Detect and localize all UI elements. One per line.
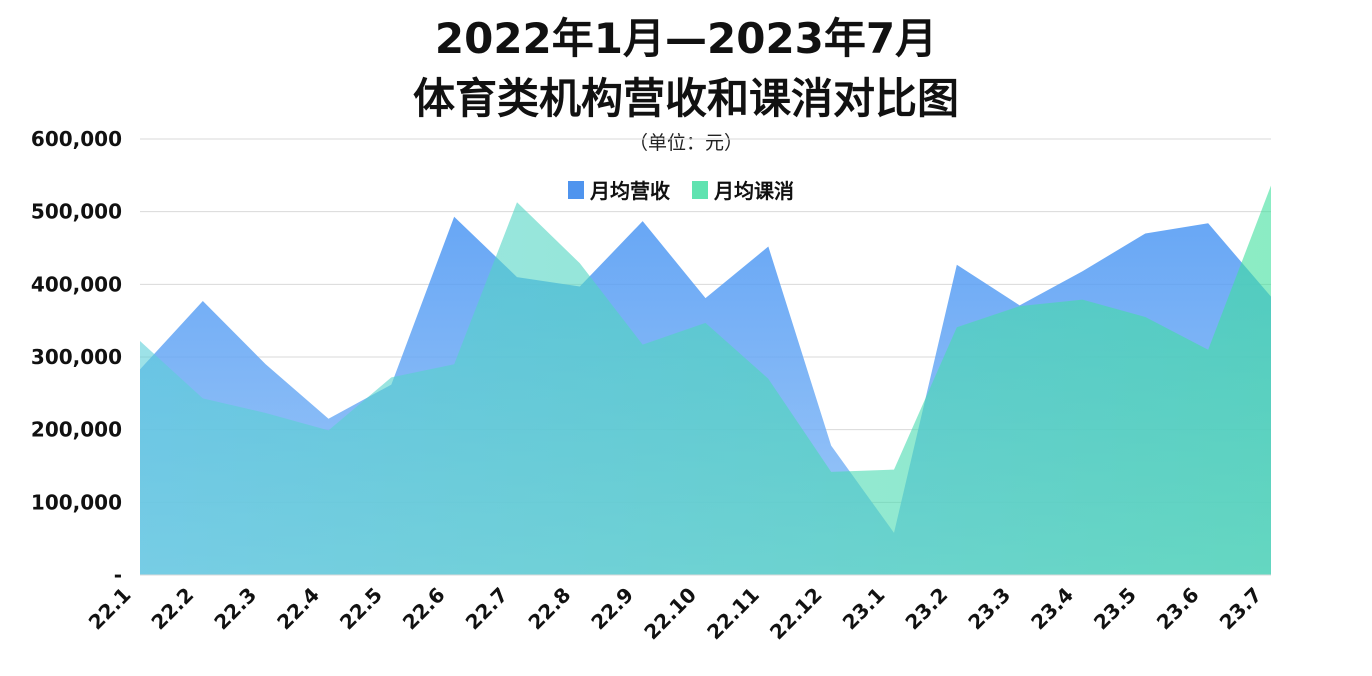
x-tick-label: 23.3 xyxy=(963,583,1015,635)
y-tick-label: 400,000 xyxy=(31,272,122,296)
x-tick-label: 22.9 xyxy=(586,583,638,635)
x-axis: 22.1 22.2 22.3 22.4 22.5 22.6 22.7 22.8 22.9 22.1… xyxy=(84,583,1267,645)
y-tick-label: 600,000 xyxy=(31,127,122,151)
x-tick-label: 23.2 xyxy=(900,583,952,635)
legend-swatch-1 xyxy=(568,181,584,199)
x-tick-label: 22.3 xyxy=(209,583,261,635)
series-area-2 xyxy=(140,185,1271,576)
chart-title-line1: 2022年1月—2023年7月 xyxy=(434,14,938,63)
x-tick-label: 22.6 xyxy=(398,583,450,635)
legend-label-2: 月均课消 xyxy=(713,179,794,203)
x-tick-label: 23.6 xyxy=(1152,583,1204,635)
legend-swatch-2 xyxy=(692,181,708,199)
x-tick-label: 22.5 xyxy=(335,583,387,635)
x-tick-label: 22.10 xyxy=(639,583,701,645)
x-tick-label: 22.4 xyxy=(272,583,324,635)
x-tick-label: 23.1 xyxy=(838,583,890,635)
x-tick-label: 22.7 xyxy=(461,583,513,635)
chart-subtitle: （单位：元） xyxy=(628,132,743,154)
y-tick-label: - xyxy=(114,563,122,587)
legend: 月均营收 月均课消 xyxy=(568,179,794,203)
y-tick-label: 200,000 xyxy=(31,418,122,442)
x-tick-label: 22.8 xyxy=(523,583,575,635)
x-tick-label: 22.1 xyxy=(84,583,136,635)
legend-label-1: 月均营收 xyxy=(589,179,670,203)
chart-title-line2: 体育类机构营收和课消对比图 xyxy=(412,74,959,123)
y-axis: - 100,000 200,000 300,000 400,000 500,000 600,… xyxy=(31,127,122,587)
x-tick-label: 22.2 xyxy=(146,583,198,635)
x-tick-label: 22.12 xyxy=(765,583,827,645)
series-areas xyxy=(140,185,1271,576)
x-tick-label: 22.11 xyxy=(702,583,764,645)
y-tick-label: 300,000 xyxy=(31,345,122,369)
x-tick-label: 23.5 xyxy=(1089,583,1141,635)
x-tick-label: 23.4 xyxy=(1026,583,1078,635)
x-tick-label: 23.7 xyxy=(1215,583,1267,635)
y-tick-label: 100,000 xyxy=(31,490,122,514)
y-tick-label: 500,000 xyxy=(31,200,122,224)
